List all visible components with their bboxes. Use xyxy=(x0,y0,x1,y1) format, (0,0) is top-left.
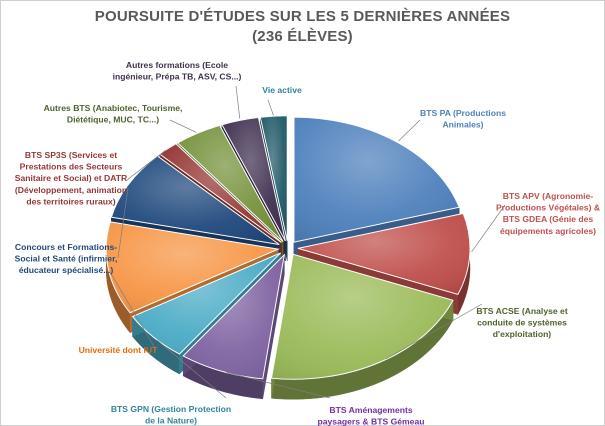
slice-label-line: BTS GDEA (Génie des xyxy=(503,214,594,224)
slice-label: BTS SP3S (Services et Prestations des Sec… xyxy=(15,150,128,206)
pie-slice-highlight xyxy=(111,156,280,245)
leader-line xyxy=(471,204,506,253)
slice-label-line: équipements agricoles) xyxy=(500,226,596,236)
slice-label: Autres BTS (Anabiotec, Tourisme, Diététiq… xyxy=(44,103,183,125)
pie-slice-highlight xyxy=(294,117,460,243)
slice-label-line: de la Nature) xyxy=(145,416,197,426)
slice-label-line: BTS GPN (Gestion Protection xyxy=(111,404,231,414)
slice-label-line: Sanitaire et Social) et DATR xyxy=(15,173,128,183)
slice-label-line: Vie active xyxy=(262,85,302,95)
slice-label-line: conduite de systèmes xyxy=(477,318,567,328)
leader-line xyxy=(117,187,129,259)
slice-label: BTS APV (Agronomie- Productions Végétales… xyxy=(496,191,600,236)
pie-slice-highlight xyxy=(260,115,288,241)
leader-line xyxy=(226,372,331,399)
slice-label-line: Animales) xyxy=(442,120,483,130)
slice-label-line: BTS PA (Productions xyxy=(420,108,506,118)
slice-label-line: Concours et Formations- xyxy=(15,242,117,252)
leader-line xyxy=(126,150,166,181)
slice-label-line: Productions Végétales) & xyxy=(496,203,600,213)
slice-label-line: paysagers & BTS Gémeau xyxy=(318,417,425,426)
slice-label-line: BTS APV (Agronomie- xyxy=(503,191,594,201)
slice-label-line: BTS SP3S (Services et xyxy=(25,150,117,160)
leader-line xyxy=(267,99,274,116)
slice-label-line: Université dont IUT xyxy=(79,345,159,355)
leader-line xyxy=(156,339,227,399)
slice-label-line: Prestations des Secteurs xyxy=(20,162,123,172)
leader-line xyxy=(235,85,241,119)
slice-label: BTS ACSE (Analyse et conduite de systèmes… xyxy=(476,306,568,339)
slice-label: Université dont IUT xyxy=(79,345,159,355)
slice-label-line: Social et Santé (infirmier, xyxy=(15,254,118,264)
slice-label-line: (Développement, animation xyxy=(15,185,127,195)
slice-label-line: des territoires ruraux) xyxy=(26,196,115,206)
slice-label-line: éducateur spécialisé...) xyxy=(19,265,114,275)
slice-label: BTS Aménagements paysagers & BTS Gémeau xyxy=(318,405,425,426)
leader-line xyxy=(110,272,157,351)
leader-line xyxy=(398,119,421,142)
slice-label-line: Diététique, MUC, TC...) xyxy=(67,115,159,125)
pie-slice-highlight xyxy=(271,254,454,380)
slice-label-line: Autres BTS (Anabiotec, Tourisme, xyxy=(44,103,183,113)
slice-label-line: d'exploitation) xyxy=(493,329,552,339)
pie-slice-highlight xyxy=(177,125,284,242)
pie-slice-highlight xyxy=(159,143,282,243)
pie-slice-highlight xyxy=(297,213,470,295)
slice-label: Vie active xyxy=(262,85,302,95)
pie-slice-highlight xyxy=(222,117,286,241)
pie-slice-highlight xyxy=(183,254,285,379)
pie-slice-highlight xyxy=(132,252,281,355)
slice-label-line: BTS ACSE (Analyse et xyxy=(476,306,568,316)
slice-label: Concours et Formations- Social et Santé (… xyxy=(15,242,118,275)
chart-title: POURSUITE D'ÉTUDES SUR LES 5 DERNIÈRES A… xyxy=(94,8,511,25)
leader-line xyxy=(385,303,483,360)
slice-label: BTS GPN (Gestion Protection de la Nature) xyxy=(111,404,231,426)
chart-subtitle: (236 ÉLÈVES) xyxy=(252,28,353,45)
slice-label: BTS PA (Productions Animales) xyxy=(420,108,506,130)
slice-label: Autres formations (Ecole ingénieur, Prépa… xyxy=(113,60,242,82)
leader-line xyxy=(169,119,197,133)
slice-label-line: Autres formations (Ecole xyxy=(126,60,228,70)
pie-slice-highlight xyxy=(106,221,279,313)
slice-label-line: ingénieur, Prépa TB, ASV, CS...) xyxy=(113,72,242,82)
slice-label-line: BTS Aménagements xyxy=(329,405,412,415)
